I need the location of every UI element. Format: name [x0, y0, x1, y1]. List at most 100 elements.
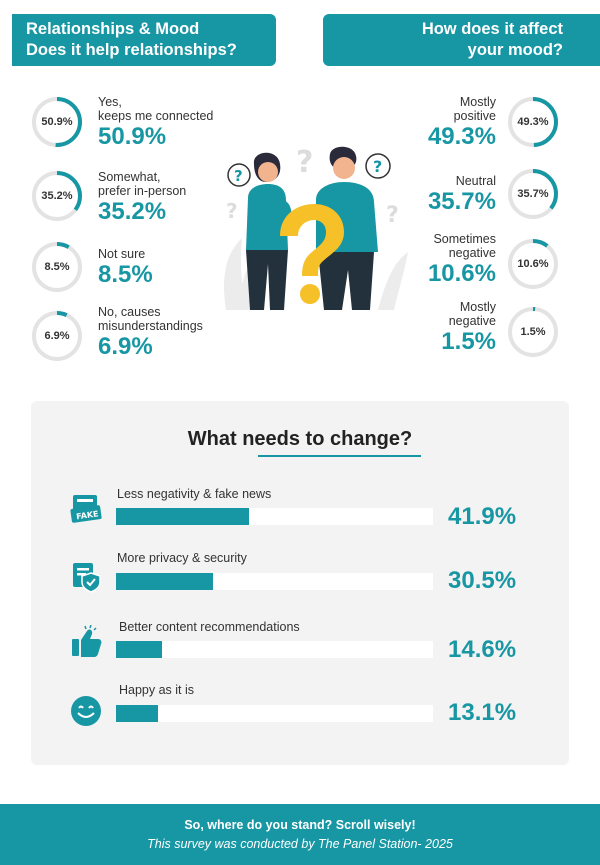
- relationship-item: Somewhat, prefer in-person 35.2%: [98, 170, 238, 225]
- item-text-line1: Sometimes: [433, 232, 496, 246]
- donut-ring-svg: [508, 169, 558, 219]
- donut-ring-svg: [32, 171, 82, 221]
- confused-people-illustration: ? ? ? ? ?: [223, 145, 408, 310]
- thumbs-up-icon: [72, 625, 102, 657]
- fake-badge-text: FAKE: [76, 509, 99, 521]
- item-big-percent: 35.7%: [427, 188, 496, 215]
- relationship-ring: 35.2%: [30, 169, 84, 223]
- svg-text:?: ?: [226, 199, 238, 223]
- ring-arc: [32, 171, 82, 221]
- donut-ring-svg: [508, 97, 558, 147]
- item-text-line1: Neutral: [455, 174, 496, 188]
- bar-label: Better content recommendations: [119, 620, 300, 634]
- relationship-ring: 8.5%: [30, 240, 84, 294]
- relationship-item: No, causes misunderstandings 6.9%: [98, 305, 238, 360]
- item-text-line2: prefer in-person: [98, 184, 187, 198]
- relationships-banner: Relationships & Mood Does it help relati…: [12, 14, 276, 66]
- ring-arc: [32, 97, 82, 147]
- ring-arc: [508, 307, 558, 357]
- bar-label: Happy as it is: [119, 683, 195, 697]
- ring-arc: [508, 169, 558, 219]
- question-bubble-icon: ? ?: [227, 153, 391, 187]
- item-big-percent: 6.9%: [98, 333, 153, 360]
- bar-value: 14.6%: [448, 636, 517, 663]
- item-text-line1: Yes,: [98, 95, 122, 109]
- bar-fill: [116, 508, 249, 525]
- footer: So, where do you stand? Scroll wisely! T…: [0, 804, 600, 865]
- item-big-percent: 8.5%: [98, 261, 153, 288]
- ring-percent-label: 35.7%: [517, 188, 549, 200]
- svg-text:?: ?: [386, 203, 399, 228]
- relationship-item: Yes, keeps me connected 50.9%: [98, 95, 238, 150]
- item-big-percent: 1.5%: [441, 328, 496, 355]
- mood-ring: 35.7%: [506, 167, 560, 221]
- bar-value: 30.5%: [448, 567, 517, 594]
- mood-banner: How does it affect your mood?: [323, 14, 600, 66]
- ring-percent-label: 35.2%: [41, 190, 73, 202]
- ring-percent-label: 6.9%: [44, 330, 70, 342]
- bar-fill: [116, 641, 163, 658]
- woman-figure: [246, 152, 292, 310]
- mood-ring: 1.5%: [506, 305, 560, 359]
- privacy-shield-icon: [73, 563, 101, 593]
- relationship-ring: 6.9%: [30, 309, 84, 363]
- svg-text:?: ?: [234, 167, 243, 185]
- donut-ring-svg: [32, 311, 82, 361]
- bar-value: 41.9%: [448, 503, 517, 530]
- item-text-line2: negative: [448, 246, 496, 260]
- item-text-line2: positive: [453, 109, 496, 123]
- footer-cta: So, where do you stand? Scroll wisely!: [184, 818, 416, 832]
- change-panel: What needs to change? FAKE Less negativi…: [31, 401, 569, 765]
- ring-percent-label: 10.6%: [517, 258, 549, 270]
- mood-ring: 10.6%: [506, 237, 560, 291]
- item-big-percent: 50.9%: [98, 123, 167, 150]
- item-big-percent: 10.6%: [427, 260, 496, 287]
- ring-arc: [32, 242, 82, 292]
- svg-text:?: ?: [296, 145, 313, 180]
- item-big-percent: 49.3%: [427, 123, 496, 150]
- mood-ring: 49.3%: [506, 95, 560, 149]
- mood-title-line2: your mood?: [467, 41, 563, 59]
- relationships-title-line2: Does it help relationships?: [26, 41, 237, 59]
- relationship-item: Not sure 8.5%: [98, 247, 238, 288]
- bar-track: [116, 705, 433, 722]
- item-text-line1: Mostly: [459, 300, 496, 314]
- item-text-line2: misunderstandings: [98, 319, 203, 333]
- item-text-line1: Not sure: [98, 247, 146, 261]
- mood-item: Mostly positive 49.3%: [370, 95, 496, 150]
- footer-credit: This survey was conducted by The Panel S…: [147, 837, 453, 851]
- bar-track: [116, 641, 433, 658]
- relationship-ring: 50.9%: [30, 95, 84, 149]
- bar-label: More privacy & security: [117, 551, 247, 565]
- donut-ring-svg: [32, 242, 82, 292]
- item-text-line1: No, causes: [98, 305, 161, 319]
- bar-track: [116, 573, 433, 590]
- title-underline: [258, 455, 421, 457]
- item-text-line2: negative: [448, 314, 496, 328]
- ring-percent-label: 50.9%: [41, 116, 73, 128]
- fake-news-icon: FAKE: [70, 495, 102, 523]
- big-question-mark: [280, 204, 344, 304]
- svg-text:?: ?: [373, 157, 382, 176]
- relationships-title-line1: Relationships & Mood: [26, 20, 200, 38]
- ring-arc: [32, 311, 82, 361]
- ring-percent-label: 49.3%: [517, 116, 549, 128]
- bar-fill: [116, 705, 158, 722]
- donut-ring-svg: [508, 239, 558, 289]
- mood-item: Neutral 35.7%: [370, 174, 496, 215]
- question-mark-decoration: ? ? ?: [226, 145, 399, 228]
- ring-arc: [508, 97, 558, 147]
- item-text-line2: keeps me connected: [98, 109, 214, 123]
- ring-arc: [508, 239, 558, 289]
- smiley-icon: [71, 696, 101, 726]
- bar-fill: [116, 573, 213, 590]
- ring-percent-label: 1.5%: [520, 326, 546, 338]
- mood-item: Mostly negative 1.5%: [370, 300, 496, 355]
- bar-value: 13.1%: [448, 699, 517, 726]
- item-text-line1: Somewhat,: [98, 170, 161, 184]
- ring-percent-label: 8.5%: [44, 261, 70, 273]
- item-text-line1: Mostly: [459, 95, 496, 109]
- donut-ring-svg: [32, 97, 82, 147]
- change-title: What needs to change?: [187, 428, 413, 450]
- mood-item: Sometimes negative 10.6%: [370, 232, 496, 287]
